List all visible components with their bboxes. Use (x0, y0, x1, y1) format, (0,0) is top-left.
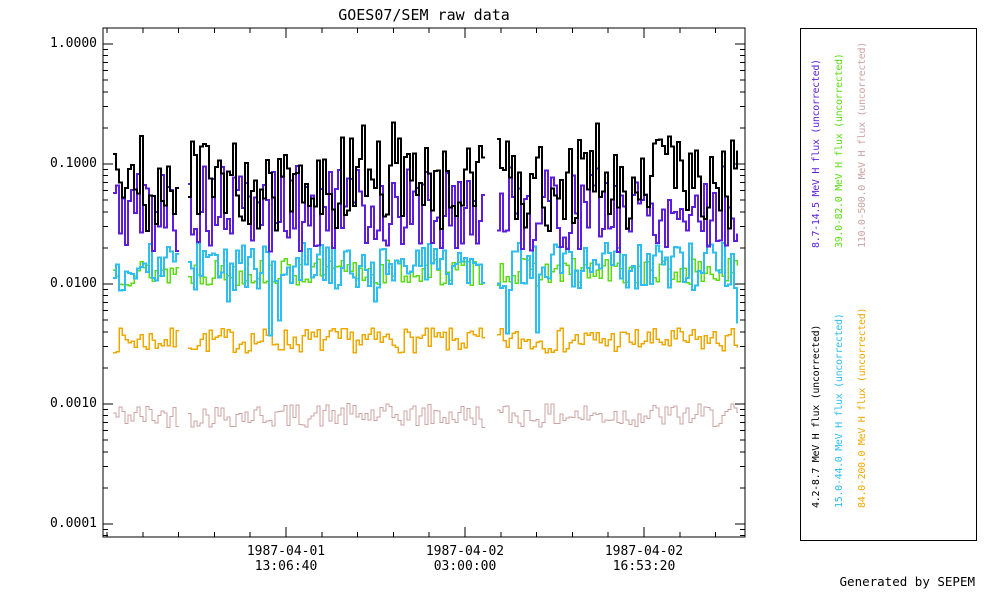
chart-title: GOES07/SEM raw data (338, 6, 510, 24)
x-tick-label: 1987-04-01 13:06:40 (246, 544, 326, 574)
legend-label-0: 8.7-14.5 MeV H flux (uncorrected) (811, 59, 822, 248)
plot-frame (102, 27, 746, 538)
y-tick-label: 0.0010 (50, 396, 97, 411)
y-tick-label: 0.0001 (50, 516, 97, 531)
y-tick-label: 0.1000 (50, 156, 97, 171)
y-tick-label: 0.0100 (50, 276, 97, 291)
y-tick-label: 1.0000 (50, 36, 97, 51)
x-tick-label: 1987-04-02 16:53:20 (604, 544, 684, 574)
legend-label-2: 110.0-500.0 MeV H flux (uncorrected) (857, 42, 868, 248)
series-path-1 (113, 327, 738, 354)
legend-label-4: 15.0-44.0 MeV H flux (uncorrected) (834, 313, 845, 509)
legend-label-1: 39.0-82.0 MeV H flux (uncorrected) (834, 53, 845, 249)
x-tick-label: 1987-04-02 03:00:00 (425, 544, 505, 574)
legend-label-5: 84.0-200.0 MeV H flux (uncorrected) (857, 307, 868, 508)
legend-box: 8.7-14.5 MeV H flux (uncorrected) 39.0-82… (800, 28, 977, 541)
series-path-0 (113, 402, 738, 429)
legend-label-3: 4.2-8.7 MeV H flux (uncorrected) (811, 324, 822, 508)
credit-text: Generated by SEPEM (839, 574, 975, 589)
series-path-5 (113, 121, 738, 232)
series-path-3 (113, 242, 738, 337)
